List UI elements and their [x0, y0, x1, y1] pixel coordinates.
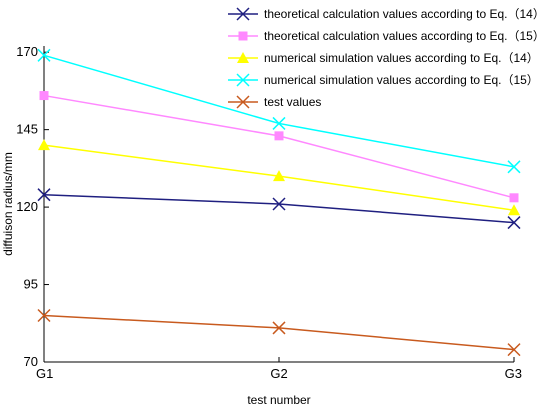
y-tick-label: 95: [24, 277, 38, 292]
series-line: [43, 94, 515, 199]
data-point: [273, 170, 285, 182]
x-tick-label: G3: [505, 366, 522, 381]
legend-label: theoretical calculation values according…: [264, 7, 545, 21]
data-point: [509, 193, 519, 203]
y-tick-label: 70: [24, 354, 38, 369]
data-point: [272, 116, 286, 130]
data-point: [37, 308, 51, 323]
series-5: [37, 308, 521, 357]
y-axis-label: diffuison radius/mm: [1, 152, 15, 256]
series-line: [43, 193, 515, 224]
legend-label: numerical simulation values according to…: [264, 51, 539, 65]
series-line: [43, 314, 515, 351]
legend-item: test values: [228, 95, 321, 109]
series-layer: [37, 48, 521, 357]
data-point: [507, 216, 521, 230]
legend-label: numerical simulation values according to…: [264, 73, 539, 87]
x-tick-label: G1: [36, 366, 53, 381]
legend-marker: [238, 31, 248, 41]
legend-item: numerical simulation values according to…: [228, 73, 539, 87]
data-point: [507, 160, 521, 174]
data-point: [272, 197, 286, 211]
series-2: [39, 91, 519, 203]
legend: theoretical calculation values according…: [228, 7, 545, 109]
x-tick-label: G2: [270, 366, 287, 381]
legend-label: test values: [264, 95, 321, 109]
data-point: [39, 91, 49, 101]
legend-marker: [236, 73, 250, 87]
legend-marker: [237, 52, 249, 63]
legend-marker: [236, 95, 250, 109]
legend-item: numerical simulation values according to…: [228, 51, 539, 65]
y-ticks: 70 95 120 145 170: [16, 44, 49, 369]
series-4: [37, 48, 521, 174]
data-point: [508, 204, 520, 216]
data-point: [37, 188, 51, 202]
x-axis-label: test number: [247, 393, 310, 407]
legend-item: theoretical calculation values according…: [228, 29, 545, 43]
legend-marker: [236, 7, 250, 21]
data-point: [274, 131, 284, 141]
data-point: [38, 139, 50, 151]
data-point: [507, 343, 521, 357]
y-tick-label: 145: [16, 122, 38, 137]
y-tick-label: 170: [16, 44, 38, 59]
y-tick-label: 120: [16, 199, 38, 214]
series-3: [38, 139, 520, 216]
data-point: [37, 48, 51, 62]
data-point: [272, 321, 286, 335]
series-1: [37, 188, 521, 230]
x-ticks: G1 G2 G3: [36, 357, 522, 381]
legend-item: theoretical calculation values according…: [228, 7, 545, 21]
legend-label: theoretical calculation values according…: [264, 29, 545, 43]
